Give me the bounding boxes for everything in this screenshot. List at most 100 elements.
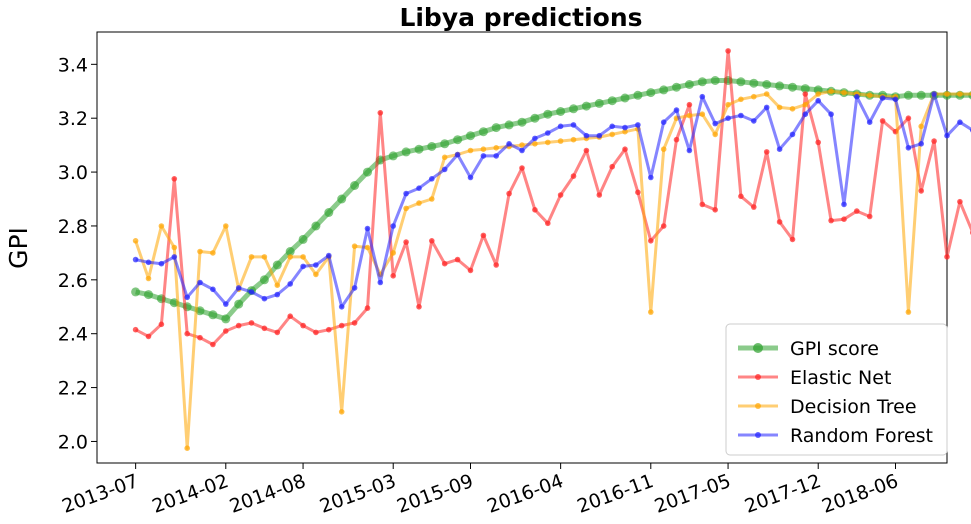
y-tick-label: 3.4 xyxy=(58,54,88,76)
data-point xyxy=(944,254,950,260)
data-point xyxy=(815,91,821,97)
data-point xyxy=(184,445,190,452)
y-axis-label: GPI xyxy=(4,227,33,269)
data-point xyxy=(633,90,643,100)
data-point xyxy=(659,85,669,95)
data-point xyxy=(828,88,834,95)
data-point xyxy=(815,97,821,104)
data-point xyxy=(427,142,437,151)
data-point xyxy=(800,84,810,94)
y-tick-label: 2.2 xyxy=(58,378,88,400)
data-point xyxy=(364,225,371,232)
data-point xyxy=(493,262,500,268)
data-point xyxy=(828,217,834,224)
data-point xyxy=(557,192,564,198)
data-point xyxy=(725,48,731,54)
data-point xyxy=(686,147,693,154)
data-point xyxy=(467,267,474,274)
data-point xyxy=(144,290,153,300)
legend-entry: Decision Tree xyxy=(738,396,917,418)
data-point xyxy=(545,139,551,146)
x-tick-label: 2015-09 xyxy=(394,470,476,518)
data-point xyxy=(285,247,295,256)
data-point xyxy=(570,173,577,179)
x-tick-label: 2016-11 xyxy=(574,470,656,518)
data-point xyxy=(429,196,435,202)
data-point xyxy=(184,330,190,337)
data-point xyxy=(738,193,744,200)
data-point xyxy=(775,81,785,91)
data-point xyxy=(440,139,450,149)
y-tick-label: 2.6 xyxy=(58,270,88,292)
data-point xyxy=(351,285,358,291)
data-point xyxy=(866,119,873,125)
data-point xyxy=(854,208,860,214)
data-point xyxy=(903,90,913,100)
data-point xyxy=(620,93,630,103)
data-point xyxy=(351,320,358,326)
data-point xyxy=(145,259,152,266)
data-point xyxy=(274,282,281,289)
data-point xyxy=(957,198,963,205)
data-point xyxy=(441,154,448,161)
data-point xyxy=(493,145,500,151)
data-point xyxy=(416,304,422,310)
data-point xyxy=(776,146,783,152)
data-point xyxy=(429,176,435,182)
data-point xyxy=(866,92,873,99)
data-point xyxy=(221,314,231,324)
data-point xyxy=(594,98,604,108)
data-point xyxy=(569,104,578,114)
data-point xyxy=(712,207,718,213)
data-point xyxy=(957,119,963,125)
data-point xyxy=(197,279,203,286)
data-point xyxy=(905,145,912,151)
x-tick-label: 2017-12 xyxy=(742,470,824,518)
data-point xyxy=(697,77,707,87)
data-point xyxy=(556,107,566,116)
data-point xyxy=(235,322,242,329)
legend-label: Random Forest xyxy=(790,425,933,447)
data-point xyxy=(131,287,141,297)
data-point xyxy=(390,273,397,279)
data-point xyxy=(583,147,590,154)
data-point xyxy=(648,238,654,244)
data-point xyxy=(532,207,538,213)
data-point xyxy=(517,117,527,127)
data-point xyxy=(171,176,178,182)
data-point xyxy=(351,243,358,249)
data-point xyxy=(622,124,628,131)
data-point xyxy=(300,322,306,329)
data-point xyxy=(326,326,332,333)
data-point xyxy=(171,244,178,251)
legend-entry: Random Forest xyxy=(738,425,933,447)
data-point xyxy=(699,93,706,100)
data-point xyxy=(480,232,487,239)
legend-box xyxy=(725,323,948,456)
data-point xyxy=(545,130,551,136)
data-point xyxy=(223,301,229,307)
data-point xyxy=(158,321,165,328)
data-point xyxy=(712,131,718,138)
data-point xyxy=(234,299,244,309)
data-point xyxy=(918,141,924,147)
data-point xyxy=(480,153,487,159)
y-tick-label: 2.8 xyxy=(58,216,88,238)
data-point xyxy=(609,163,615,170)
data-point xyxy=(403,190,409,197)
data-point xyxy=(892,96,899,103)
data-point xyxy=(712,120,718,127)
data-point xyxy=(789,131,796,138)
data-point xyxy=(519,142,525,148)
data-point xyxy=(519,147,525,154)
data-point xyxy=(287,254,294,260)
data-point xyxy=(145,275,152,282)
data-point xyxy=(401,147,411,157)
data-point xyxy=(532,141,538,147)
data-point xyxy=(545,220,551,227)
data-point xyxy=(854,93,860,100)
data-point xyxy=(916,90,926,100)
data-point xyxy=(274,291,281,298)
y-tick-label: 2.0 xyxy=(58,431,88,453)
